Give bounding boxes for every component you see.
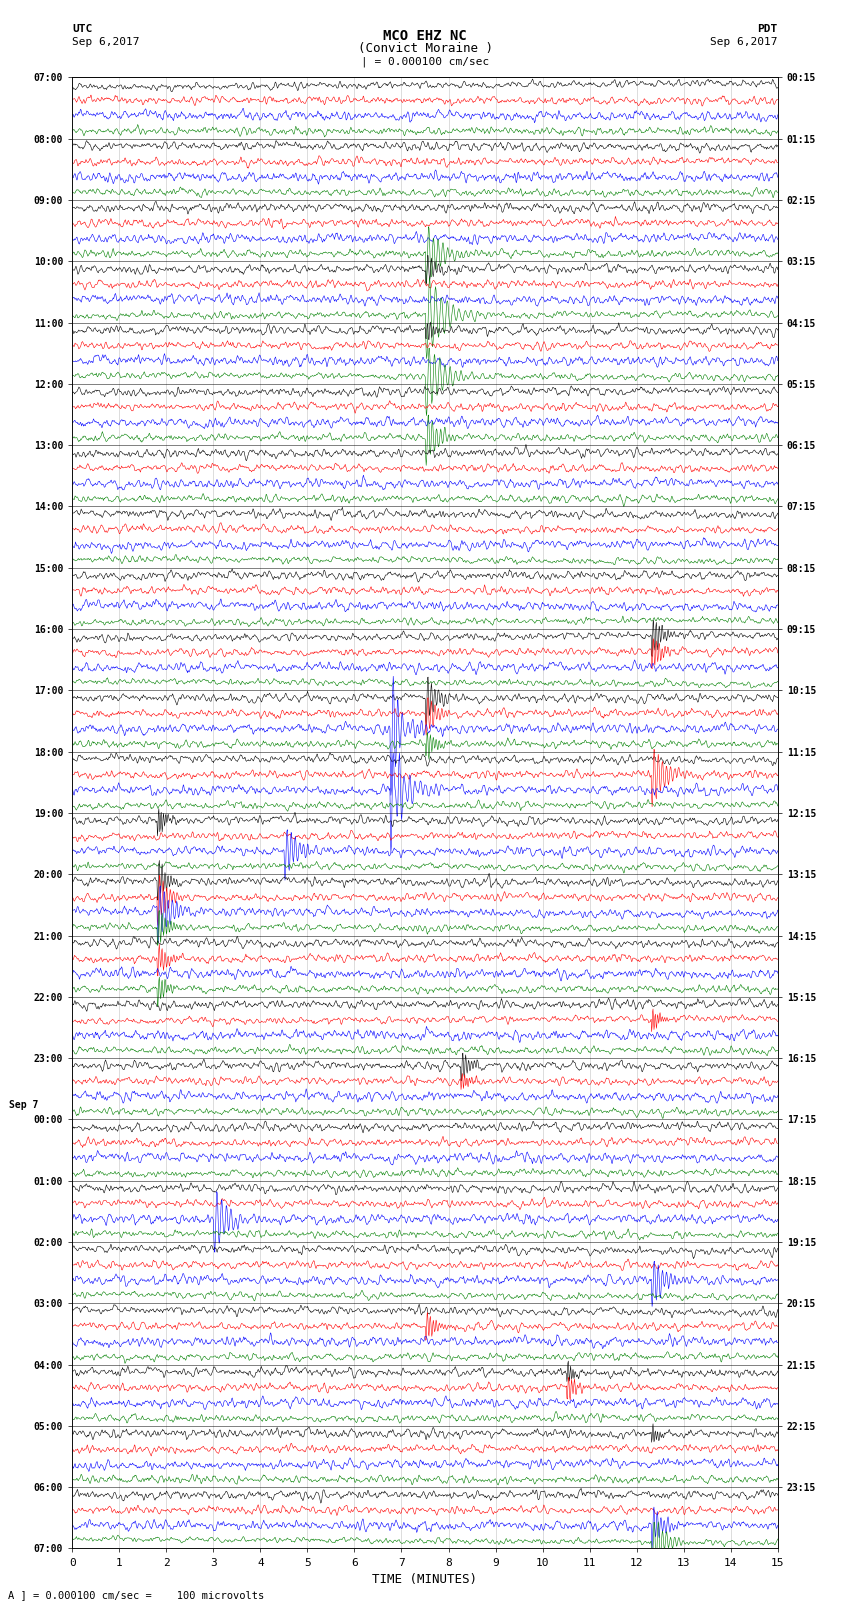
Text: | = 0.000100 cm/sec: | = 0.000100 cm/sec: [361, 56, 489, 68]
Text: UTC: UTC: [72, 24, 93, 34]
X-axis label: TIME (MINUTES): TIME (MINUTES): [372, 1573, 478, 1586]
Text: PDT: PDT: [757, 24, 778, 34]
Text: MCO EHZ NC: MCO EHZ NC: [383, 29, 467, 44]
Text: Sep 6,2017: Sep 6,2017: [711, 37, 778, 47]
Text: Sep 6,2017: Sep 6,2017: [72, 37, 139, 47]
Text: (Convict Moraine ): (Convict Moraine ): [358, 42, 492, 55]
Text: A ] = 0.000100 cm/sec =    100 microvolts: A ] = 0.000100 cm/sec = 100 microvolts: [8, 1590, 264, 1600]
Text: Sep 7: Sep 7: [8, 1100, 38, 1110]
